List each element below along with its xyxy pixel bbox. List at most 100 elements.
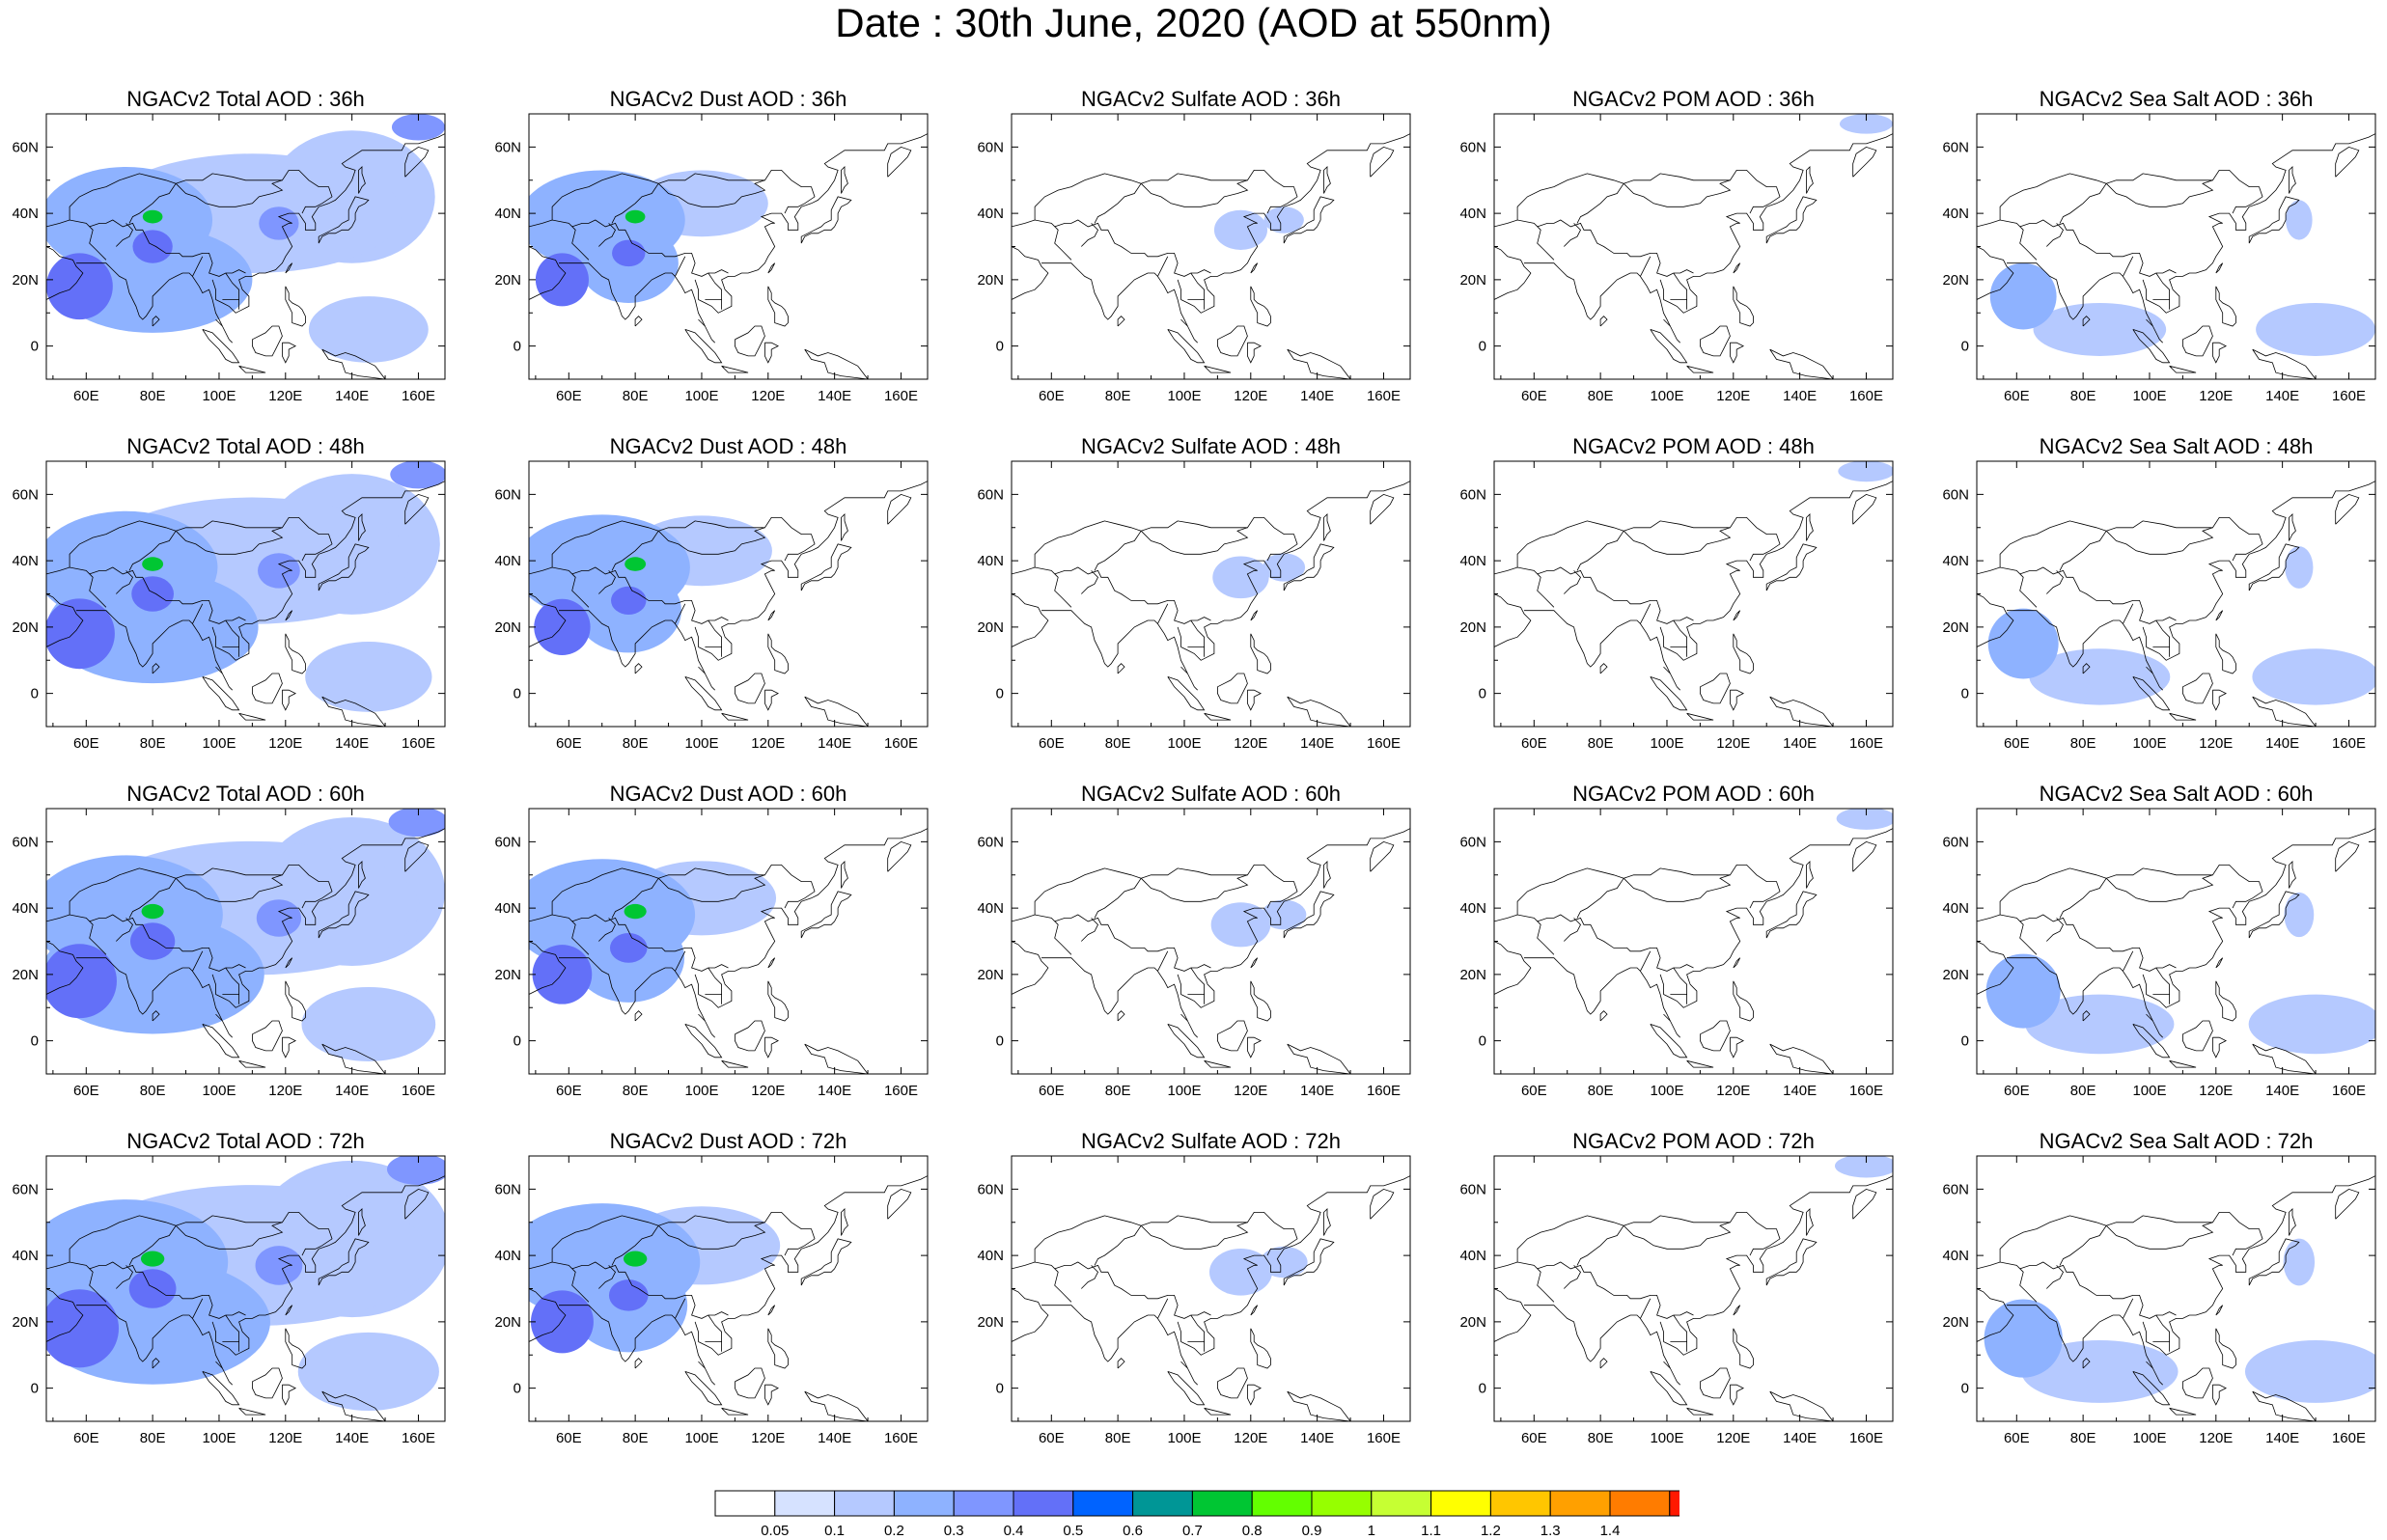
panel-title: NGACv2 Total AOD : 72h: [126, 1129, 365, 1153]
coastline-path: [1977, 246, 2014, 307]
aod-region: [1213, 209, 1268, 250]
panel-title: NGACv2 Dust AOD : 72h: [609, 1129, 847, 1153]
coastline-path: [116, 223, 133, 247]
coastline-path: [192, 256, 204, 277]
aod-field: [46, 461, 445, 712]
coastline-path: [1141, 170, 1298, 214]
lat-tick-label: 40N: [12, 553, 39, 569]
coastline-path: [658, 865, 816, 909]
coastline-path: [1204, 365, 1232, 373]
coastline-path: [1730, 1384, 1744, 1406]
coastline-path: [1537, 1261, 1694, 1319]
lon-tick-label: 140E: [1300, 1430, 1334, 1446]
coastline-path: [321, 1390, 386, 1421]
map-panel-dust-72h: NGACv2 Dust AOD : 72h 60E 80E 100E 120E 140E 1…: [483, 1129, 936, 1471]
coastline-path: [529, 941, 567, 1002]
coastline-path: [2146, 318, 2153, 327]
aod-region: [388, 809, 445, 838]
coastline-path: [1012, 1288, 1049, 1349]
lat-tick-label: 60N: [494, 139, 521, 155]
coastline-path: [176, 170, 333, 214]
coastlines: [529, 828, 928, 1074]
coastline-path: [1650, 676, 1688, 711]
aod-region: [532, 945, 593, 1004]
coastline-path: [1494, 1288, 1532, 1349]
coastline-path: [152, 1010, 160, 1022]
map-plot: 60E 80E 100E 120E 140E 160E 0 20N 40N 60N: [977, 460, 1411, 752]
coastline-path: [238, 1059, 266, 1068]
map-plot: 60E 80E 100E 120E 140E 160E 0 20N 40N 60N: [1459, 113, 1894, 404]
lon-tick-label: 80E: [1588, 1083, 1614, 1099]
coastline-path: [404, 840, 430, 872]
map-plot: 60E 80E 100E 120E 140E 160E 0 20N 40N 60N: [12, 460, 446, 752]
map-panel-sulfate-36h: NGACv2 Sulfate AOD : 36h 60E 80E 100E 120E 14…: [965, 87, 1419, 429]
coastline-path: [2182, 1367, 2213, 1399]
colorbar-swatch: [714, 1490, 776, 1517]
aod-region: [2283, 1238, 2316, 1286]
coastline-path: [2146, 1013, 2153, 1022]
coastline-path: [1250, 1305, 1259, 1316]
aod-field: [1989, 200, 2375, 356]
coastline-path: [175, 527, 284, 555]
coastline-path: [2252, 1043, 2317, 1074]
aod-region: [1984, 1299, 2063, 1378]
coastline-path: [2215, 980, 2236, 1022]
coastline-path: [2146, 1175, 2375, 1356]
coastline-path: [285, 980, 306, 1022]
coastline-path: [2106, 517, 2263, 562]
coastline-path: [2335, 840, 2360, 872]
map-panel-pom-72h: NGACv2 POM AOD : 72h 60E 80E 100E 120E 140E 16…: [1448, 1129, 1901, 1471]
coastline-path: [1576, 877, 1624, 919]
aod-region: [386, 1156, 445, 1185]
coastline-path: [76, 1305, 233, 1386]
coastline-path: [1180, 1013, 1188, 1022]
aod-region: [391, 114, 445, 141]
panel-title: NGACv2 Total AOD : 48h: [126, 434, 365, 458]
map-background: [1012, 1156, 1410, 1421]
coastline-path: [358, 861, 366, 889]
lat-tick-label: 20N: [494, 272, 521, 289]
aod-region: [625, 209, 646, 224]
coastline-path: [887, 146, 912, 178]
coastline-path: [1370, 146, 1395, 178]
lat-tick-label: 60N: [1942, 486, 1969, 503]
colorbar-swatch: [1430, 1490, 1491, 1517]
coastline-path: [2019, 219, 2177, 277]
coastline-path: [1700, 673, 1731, 704]
lon-tick-label: 100E: [1167, 1430, 1201, 1446]
aod-region: [2025, 994, 2175, 1055]
coastline-path: [285, 633, 306, 674]
coastline-path: [735, 1020, 765, 1052]
lon-tick-label: 80E: [2070, 1430, 2096, 1446]
coastline-path: [238, 712, 266, 721]
lat-tick-label: 60N: [494, 1181, 521, 1197]
coastline-path: [1117, 316, 1125, 327]
coastline-path: [1663, 481, 1893, 661]
aod-region: [46, 598, 115, 670]
coastline-path: [116, 1265, 133, 1289]
coastline-path: [804, 696, 869, 727]
coastline-path: [2215, 1328, 2236, 1369]
coastline-path: [804, 348, 869, 379]
lon-tick-label: 120E: [751, 1430, 785, 1446]
figure-title: Date : 30th June, 2020 (AOD at 550nm): [835, 0, 1552, 45]
coastline-path: [2123, 256, 2134, 277]
lon-tick-label: 160E: [1849, 388, 1883, 404]
coastline-path: [116, 570, 133, 594]
coastlines: [1977, 133, 2375, 379]
coastline-path: [175, 179, 284, 207]
coastline-path: [1054, 219, 1211, 277]
coastline-path: [1034, 173, 1142, 220]
coastline-path: [1624, 170, 1781, 214]
coastline-path: [1283, 196, 1335, 244]
panel-title: NGACv2 Sea Salt AOD : 60h: [2039, 782, 2314, 806]
coastline-path: [887, 1188, 912, 1220]
coastline-path: [2169, 1407, 2197, 1416]
coastline-path: [1765, 891, 1818, 939]
coastline-path: [202, 329, 240, 364]
coastline-path: [2132, 329, 2171, 364]
coastline-path: [800, 891, 852, 939]
coastline-path: [2155, 1314, 2170, 1352]
map-panel-seasalt-60h: NGACv2 Sea Salt AOD : 60h 60E 80E 100E 120E 1…: [1930, 782, 2384, 1124]
coastline-path: [2106, 865, 2263, 909]
